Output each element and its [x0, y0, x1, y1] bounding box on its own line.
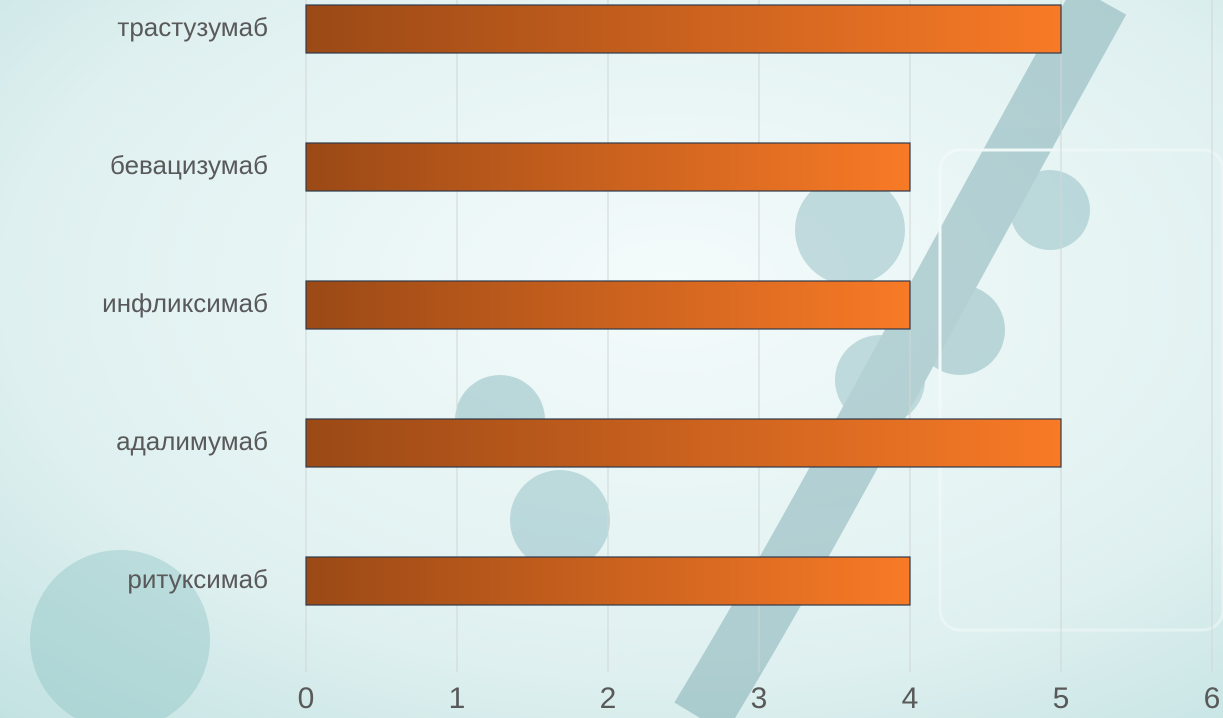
x-tick-label: 3	[751, 682, 768, 715]
background-decoration	[30, 0, 1223, 718]
y-tick-label: инфликсимаб	[102, 288, 268, 318]
y-tick-label: ритуксимаб	[127, 564, 268, 594]
y-tick-label: бевацизумаб	[110, 150, 268, 180]
x-tick-label: 5	[1053, 682, 1070, 715]
x-tick-label: 4	[902, 682, 919, 715]
bar	[305, 4, 1062, 54]
x-tick-label: 6	[1204, 682, 1221, 715]
bar	[305, 142, 911, 192]
x-tick-label: 2	[600, 682, 617, 715]
y-tick-label: адалимумаб	[116, 426, 268, 456]
bar	[305, 418, 1062, 468]
x-tick-label: 0	[298, 682, 315, 715]
y-tick-label: трастузумаб	[117, 12, 268, 42]
bar	[305, 280, 911, 330]
x-tick-label: 1	[449, 682, 466, 715]
bar	[305, 556, 911, 606]
